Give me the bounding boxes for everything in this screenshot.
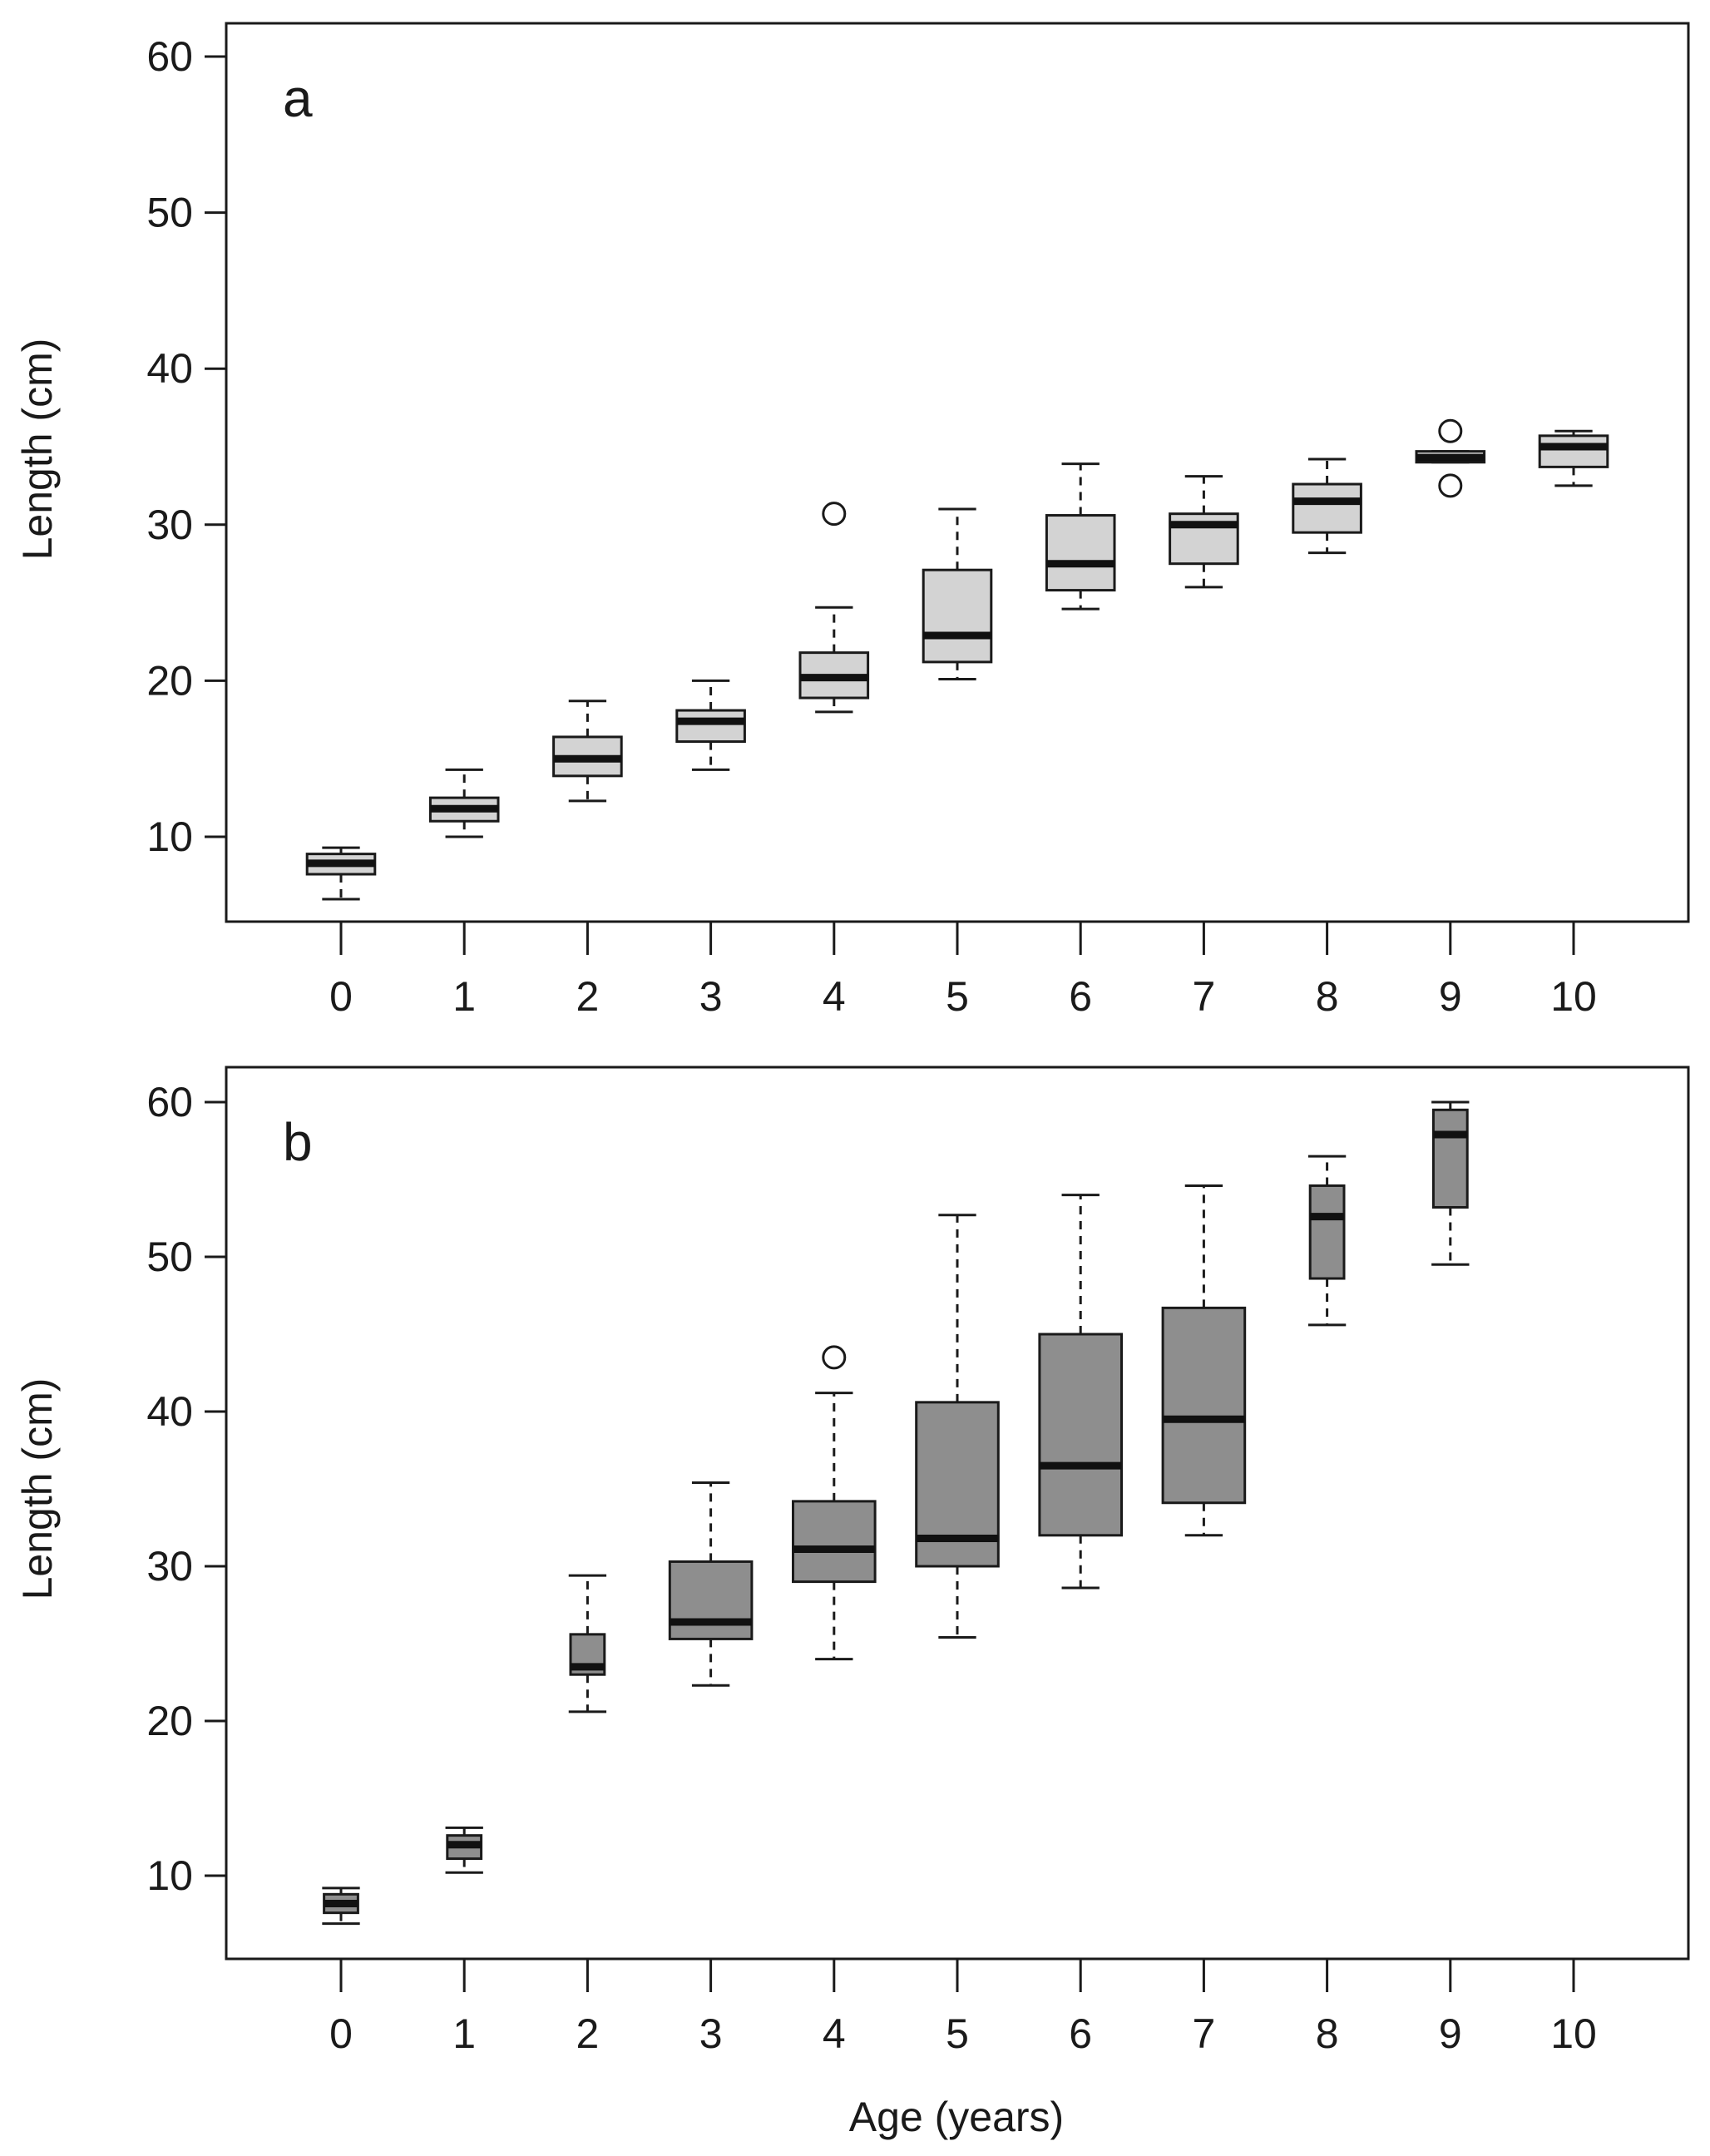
- x-tick-label: 10: [1550, 2010, 1597, 2057]
- x-tick-label: 9: [1439, 973, 1462, 1020]
- box-iqr: [1038, 1333, 1124, 1537]
- y-axis-title: Length (cm): [14, 339, 61, 561]
- box-age-0: [322, 1886, 360, 1926]
- outlier-point: [1438, 418, 1463, 443]
- box-iqr: [1538, 434, 1609, 468]
- box-age-1: [428, 768, 500, 838]
- x-tick-label: 4: [823, 973, 846, 1020]
- outlier-point: [1438, 473, 1463, 498]
- x-tick-label: 3: [699, 2010, 723, 2057]
- box-age-2: [552, 700, 623, 803]
- x-tick-label: 10: [1550, 973, 1597, 1020]
- box-iqr: [675, 709, 746, 744]
- box-age-2: [568, 1574, 607, 1713]
- x-axis-title: Age (years): [849, 2094, 1064, 2140]
- y-tick-label: 30: [146, 502, 193, 548]
- y-tick-label: 50: [146, 190, 193, 236]
- y-tick-label: 20: [146, 657, 193, 704]
- x-tick-label: 1: [452, 973, 476, 1020]
- y-tick-label: 10: [146, 1852, 193, 1899]
- box-iqr: [1308, 1184, 1346, 1280]
- y-tick-label: 40: [146, 345, 193, 392]
- box-iqr: [668, 1560, 754, 1640]
- plot-frame: [225, 22, 1690, 923]
- box-age-1: [445, 1826, 483, 1874]
- y-tick-label: 60: [146, 33, 193, 80]
- x-tick-label: 7: [1192, 973, 1215, 1020]
- box-age-6: [1045, 462, 1116, 611]
- box-age-3: [675, 679, 746, 771]
- panel-a: 10 20 30 40 50 60 0 1 2 3 4 5 6 7 8 9 10 Length (cm) a: [14, 22, 1690, 1020]
- box-age-9: [1415, 418, 1486, 498]
- box-age-0: [305, 846, 377, 901]
- panel-label: a: [283, 68, 313, 128]
- box-age-7: [1169, 475, 1239, 589]
- box-age-3: [668, 1481, 754, 1687]
- box-iqr: [922, 568, 993, 664]
- x-tick-label: 5: [946, 2010, 969, 2057]
- x-tick-label: 8: [1316, 973, 1339, 1020]
- box-age-5: [915, 1214, 1000, 1639]
- x-tick-label: 1: [452, 2010, 476, 2057]
- y-tick-label: 50: [146, 1234, 193, 1280]
- x-tick-label: 4: [823, 2010, 846, 2057]
- panel-b: 10 20 30 40 50 60 0 1 2 3 4 5 6 7 8 9 10 Length (cm) Age (…: [14, 1066, 1690, 2140]
- x-tick-label: 7: [1192, 2010, 1215, 2057]
- y-axis-title: Length (cm): [14, 1378, 61, 1600]
- y-tick-label: 40: [146, 1388, 193, 1435]
- box-iqr: [1292, 482, 1362, 534]
- box-age-4: [792, 1345, 877, 1661]
- x-tick-label: 0: [329, 973, 353, 1020]
- y-tick-label: 10: [146, 813, 193, 860]
- box-age-8: [1307, 1155, 1347, 1327]
- box-iqr: [1431, 1108, 1469, 1209]
- box-age-10: [1538, 429, 1609, 487]
- x-tick-label: 3: [699, 973, 723, 1020]
- box-age-8: [1292, 457, 1362, 555]
- x-tick-label: 9: [1439, 2010, 1462, 2057]
- outlier-point: [822, 502, 847, 527]
- box-age-4: [798, 502, 870, 714]
- x-tick-label: 8: [1316, 2010, 1339, 2057]
- outlier-point: [822, 1345, 847, 1370]
- box-iqr: [792, 1500, 877, 1584]
- x-tick-label: 6: [1069, 2010, 1092, 2057]
- box-iqr: [1161, 1306, 1247, 1505]
- box-age-6: [1038, 1194, 1124, 1590]
- x-tick-label: 5: [946, 973, 969, 1020]
- y-tick-label: 20: [146, 1698, 193, 1744]
- x-tick-label: 2: [576, 2010, 599, 2057]
- panel-label: b: [283, 1112, 313, 1172]
- x-tick-label: 6: [1069, 973, 1092, 1020]
- box-iqr: [1045, 514, 1116, 592]
- x-tick-label: 2: [576, 973, 599, 1020]
- box-age-9: [1431, 1100, 1470, 1266]
- x-tick-label: 0: [329, 2010, 353, 2057]
- box-age-5: [922, 507, 993, 681]
- y-tick-label: 60: [146, 1079, 193, 1125]
- y-tick-label: 30: [146, 1543, 193, 1590]
- box-age-7: [1161, 1184, 1247, 1537]
